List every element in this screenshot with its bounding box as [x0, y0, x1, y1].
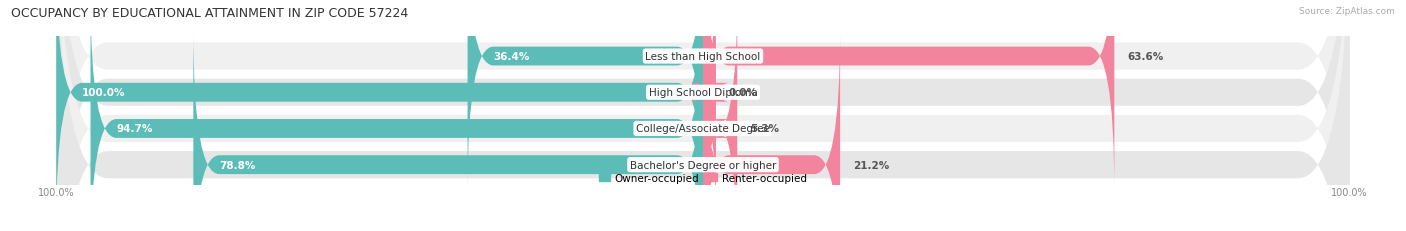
Text: 0.0%: 0.0% — [728, 88, 758, 98]
Text: 100.0%: 100.0% — [82, 88, 125, 98]
FancyBboxPatch shape — [690, 0, 728, 228]
Text: 36.4%: 36.4% — [494, 52, 530, 62]
Text: 5.3%: 5.3% — [751, 124, 779, 134]
FancyBboxPatch shape — [56, 0, 703, 228]
FancyBboxPatch shape — [194, 30, 703, 231]
FancyBboxPatch shape — [56, 0, 1350, 231]
Text: 21.2%: 21.2% — [853, 160, 890, 170]
Text: Source: ZipAtlas.com: Source: ZipAtlas.com — [1299, 7, 1395, 16]
Text: 94.7%: 94.7% — [117, 124, 153, 134]
Text: Less than High School: Less than High School — [645, 52, 761, 62]
Text: 63.6%: 63.6% — [1128, 52, 1164, 62]
Text: College/Associate Degree: College/Associate Degree — [636, 124, 770, 134]
FancyBboxPatch shape — [56, 0, 1350, 231]
FancyBboxPatch shape — [703, 0, 737, 231]
Legend: Owner-occupied, Renter-occupied: Owner-occupied, Renter-occupied — [595, 169, 811, 187]
FancyBboxPatch shape — [703, 0, 1115, 192]
Text: 78.8%: 78.8% — [219, 160, 256, 170]
FancyBboxPatch shape — [468, 0, 703, 192]
FancyBboxPatch shape — [56, 0, 1350, 231]
FancyBboxPatch shape — [703, 30, 841, 231]
Text: Bachelor's Degree or higher: Bachelor's Degree or higher — [630, 160, 776, 170]
Text: OCCUPANCY BY EDUCATIONAL ATTAINMENT IN ZIP CODE 57224: OCCUPANCY BY EDUCATIONAL ATTAINMENT IN Z… — [11, 7, 409, 20]
FancyBboxPatch shape — [90, 0, 703, 231]
Text: High School Diploma: High School Diploma — [648, 88, 758, 98]
FancyBboxPatch shape — [56, 0, 1350, 231]
